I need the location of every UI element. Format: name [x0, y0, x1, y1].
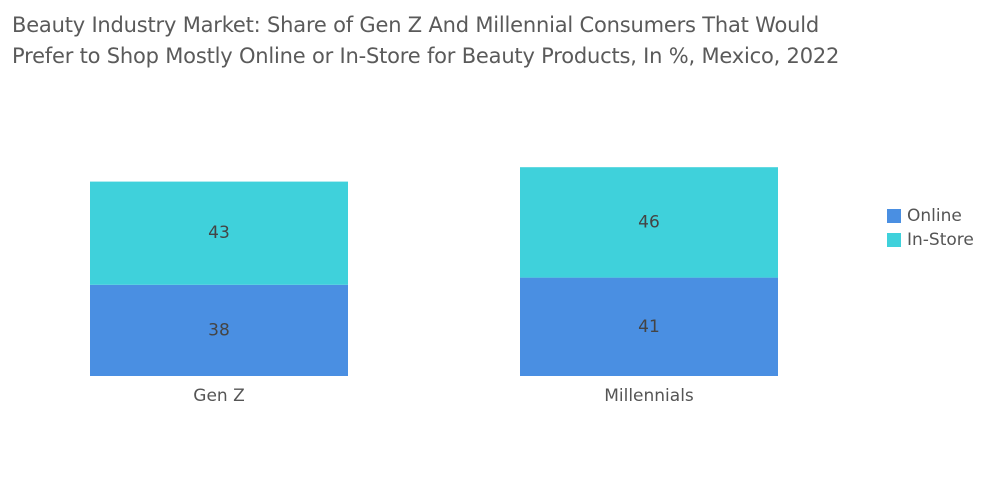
- legend: Online In-Store: [887, 204, 974, 252]
- x-tick-label-gen-z: Gen Z: [193, 386, 244, 406]
- chart-title: Beauty Industry Market: Share of Gen Z A…: [12, 10, 912, 72]
- data-labels-layer: 38 43 41 46: [208, 212, 660, 340]
- legend-label-in-store: In-Store: [907, 230, 974, 250]
- chart-title-line-2: Prefer to Shop Mostly Online or In-Store…: [12, 44, 840, 68]
- bars-layer: [90, 167, 778, 376]
- chart-title-line-1: Beauty Industry Market: Share of Gen Z A…: [12, 13, 819, 37]
- bar-millennials-in-store[interactable]: [520, 167, 778, 278]
- legend-swatch-online: [887, 209, 901, 223]
- bar-millennials-online[interactable]: [520, 277, 778, 376]
- data-label-millennials-online: 41: [638, 317, 660, 337]
- legend-item-in-store[interactable]: In-Store: [887, 228, 974, 252]
- x-tick-labels-layer: Gen Z Millennials: [193, 386, 694, 406]
- data-label-millennials-in-store: 46: [638, 212, 660, 232]
- legend-item-online[interactable]: Online: [887, 204, 974, 228]
- legend-swatch-in-store: [887, 233, 901, 247]
- bar-gen-z-in-store[interactable]: [90, 181, 348, 285]
- data-label-gen-z-online: 38: [208, 320, 230, 340]
- legend-label-online: Online: [907, 206, 962, 226]
- bar-gen-z-online[interactable]: [90, 284, 348, 376]
- data-label-gen-z-in-store: 43: [208, 223, 230, 243]
- x-tick-label-millennials: Millennials: [604, 386, 694, 406]
